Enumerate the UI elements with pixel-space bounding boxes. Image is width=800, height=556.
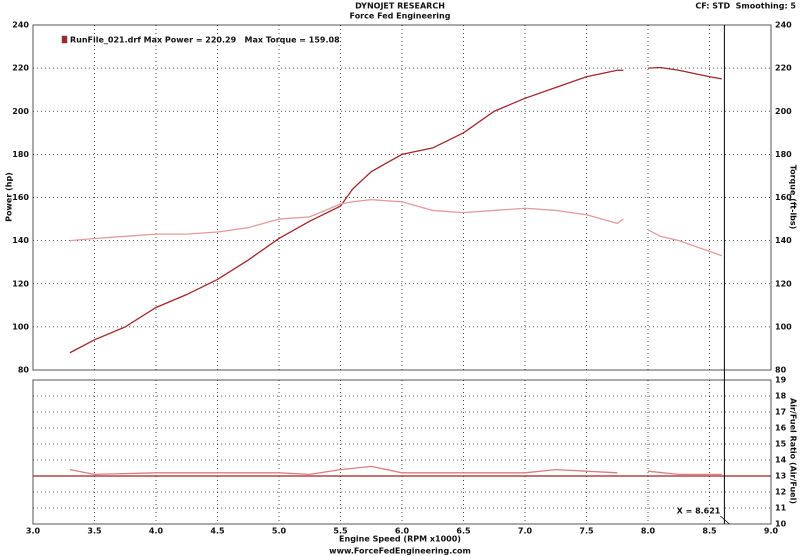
x-tick-label: 3.0 [26,527,41,536]
y2-tick-label: 200 [775,107,792,116]
chart-title: DYNOJET RESEARCH [355,2,445,11]
x-tick-label: 9.0 [764,527,779,536]
y2-tick-label: 160 [775,193,792,202]
x-tick-label: 7.5 [579,527,594,536]
y-tick-label: 140 [12,236,29,245]
series-line [69,465,722,476]
y2-tick-label: 140 [775,236,792,245]
legend-swatch [61,35,68,44]
x-tick-label: 4.5 [210,527,225,536]
y2-tick-label: 16 [775,424,787,433]
x-tick-label: 6.0 [395,527,410,536]
y-tick-label: 100 [12,322,29,331]
y-tick-label: 80 [18,366,30,375]
footer: www.ForceFedEngineering.com [329,547,471,556]
y2-tick-label: 19 [775,376,787,385]
y2-tick-label: 180 [775,150,792,159]
x-axis-title: Engine Speed (RPM x1000) [339,535,461,544]
cursor-label: X = 8.621 [677,507,721,516]
y2-tick-label: 220 [775,64,792,73]
series-line [69,199,723,257]
y-tick-label: 240 [12,21,29,30]
x-tick-label: 8.5 [702,527,717,536]
y2-tick-label: 100 [775,322,792,331]
x-tick-label: 4.0 [149,527,164,536]
y2-tick-label: 240 [775,21,792,30]
y2-tick-label: 18 [775,392,787,401]
cursor-label-bg [676,506,723,516]
y-tick-label: 160 [12,193,29,202]
cursor-pointer [720,515,730,525]
y2-tick-label: 80 [775,366,787,375]
y2-tick-label: 13 [775,472,786,481]
x-tick-label: 7.0 [518,527,533,536]
y2-axis-title: Torque (ft-lbs) [789,165,798,230]
y2-tick-label: 11 [775,504,787,513]
settings-note: CF: STD Smoothing: 5 [695,2,796,11]
x-tick-label: 8.0 [641,527,656,536]
y2-tick-label: 12 [775,488,786,497]
y-tick-label: 180 [12,150,29,159]
y2-tick-label: 14 [775,456,787,465]
y-tick-label: 200 [12,107,29,116]
afr-axis-title: Air/Fuel Ratio (Air/Fuel) [789,398,798,504]
y-tick-label: 120 [12,279,29,288]
y2-tick-label: 10 [775,520,787,529]
legend-text: RunFile_021.drf Max Power = 220.29 Max T… [70,36,340,45]
y2-tick-label: 15 [775,440,787,449]
x-tick-label: 3.5 [87,527,102,536]
y2-tick-label: 120 [775,279,792,288]
y2-tick-label: 17 [775,408,786,417]
y-tick-label: 220 [12,64,29,73]
x-tick-label: 5.5 [333,527,348,536]
series-line [69,66,722,354]
x-tick-label: 6.5 [456,527,471,536]
x-tick-label: 5.0 [272,527,287,536]
chart-subtitle: Force Fed Engineering [350,12,451,21]
y-axis-title: Power (hp) [5,172,14,222]
